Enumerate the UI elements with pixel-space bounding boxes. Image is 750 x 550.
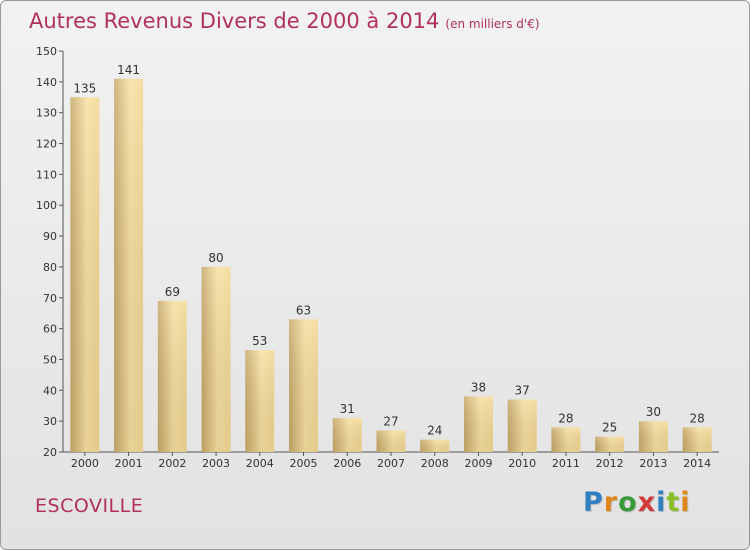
x-tick-label-2014: 2014 <box>683 457 711 470</box>
y-tick-label-60: 60 <box>43 323 57 336</box>
data-label-2011: 28 <box>558 411 573 425</box>
logo-letter-1: r <box>603 487 619 518</box>
logo-letter-0: P <box>583 487 604 518</box>
logo-letter-2: o <box>618 487 638 518</box>
axes: 20 30 40 50 60 70 80 90 100 110 120 130 140 150 2000 20… <box>36 45 719 470</box>
data-label-2003: 80 <box>208 251 223 265</box>
data-labels-group: 135 141 69 80 53 63 31 27 24 38 37 28 25 30 28 <box>73 63 704 438</box>
x-tick-label-2003: 2003 <box>202 457 230 470</box>
y-tick-label-30: 30 <box>43 415 57 428</box>
bar-shade-2000 <box>70 97 100 453</box>
logo-letter-5: t <box>666 487 681 518</box>
chart-subtitle: (en milliers d'€) <box>445 17 540 31</box>
x-tick-label-2012: 2012 <box>596 457 624 470</box>
bar-shade-2012 <box>595 436 625 452</box>
data-label-2010: 37 <box>515 384 530 398</box>
y-tick-label-130: 130 <box>36 107 57 120</box>
y-tick-label-100: 100 <box>36 199 57 212</box>
data-label-2014: 28 <box>689 411 704 425</box>
y-tick-label-120: 120 <box>36 138 57 151</box>
x-tick-label-2013: 2013 <box>639 457 667 470</box>
x-tick-label-2007: 2007 <box>377 457 405 470</box>
bar-shade-2006 <box>332 418 362 452</box>
y-tick-label-80: 80 <box>43 261 57 274</box>
bars-group <box>70 78 712 453</box>
bar-shade-2011 <box>551 427 581 452</box>
data-label-2007: 27 <box>383 414 398 428</box>
bar-shade-2009 <box>463 396 493 452</box>
x-tick-label-2009: 2009 <box>464 457 492 470</box>
x-tick-label-2006: 2006 <box>333 457 361 470</box>
y-tick-label-110: 110 <box>36 168 57 181</box>
chart-title-text: Autres Revenus Divers de 2000 à 2014 <box>29 9 440 33</box>
logo-letter-3: x <box>637 487 657 518</box>
data-label-2013: 30 <box>646 405 661 419</box>
data-label-2002: 69 <box>165 285 180 299</box>
data-label-2006: 31 <box>340 402 355 416</box>
x-tick-label-2010: 2010 <box>508 457 536 470</box>
y-tick-label-50: 50 <box>43 353 57 366</box>
data-label-2004: 53 <box>252 334 267 348</box>
bar-shade-2004 <box>245 350 275 452</box>
bar-shade-2013 <box>638 421 668 452</box>
proxiti-logo: Proxiti <box>583 487 691 518</box>
bar-shade-2007 <box>376 430 406 452</box>
bar-shade-2014 <box>682 427 712 452</box>
y-tick-label-140: 140 <box>36 76 57 89</box>
data-label-2001: 141 <box>117 63 140 77</box>
y-tick-label-40: 40 <box>43 384 57 397</box>
bar-shade-2005 <box>289 319 319 452</box>
x-tick-label-2000: 2000 <box>71 457 99 470</box>
bar-shade-2002 <box>157 300 187 452</box>
data-label-2000: 135 <box>73 81 96 95</box>
y-tick-label-90: 90 <box>43 230 57 243</box>
y-tick-label-20: 20 <box>43 446 57 459</box>
x-tick-label-2004: 2004 <box>246 457 274 470</box>
x-tick-label-2008: 2008 <box>421 457 449 470</box>
y-tick-label-70: 70 <box>43 292 57 305</box>
bar-shade-2010 <box>507 399 537 452</box>
bar-shade-2001 <box>114 78 144 452</box>
logo-letter-6: i <box>680 487 691 518</box>
data-label-2012: 25 <box>602 421 617 435</box>
x-tick-label-2005: 2005 <box>290 457 318 470</box>
logo-letter-4: i <box>656 487 667 518</box>
data-label-2005: 63 <box>296 303 311 317</box>
bar-shade-2008 <box>420 439 450 452</box>
bar-shade-2003 <box>201 266 231 452</box>
y-tick-label-150: 150 <box>36 45 57 58</box>
x-tick-label-2002: 2002 <box>158 457 186 470</box>
commune-name: ESCOVILLE <box>35 495 144 517</box>
x-tick-label-2011: 2011 <box>552 457 580 470</box>
chart-title: Autres Revenus Divers de 2000 à 2014 (en … <box>29 9 540 33</box>
x-tick-label-2001: 2001 <box>115 457 143 470</box>
data-label-2008: 24 <box>427 424 442 438</box>
data-label-2009: 38 <box>471 380 486 394</box>
